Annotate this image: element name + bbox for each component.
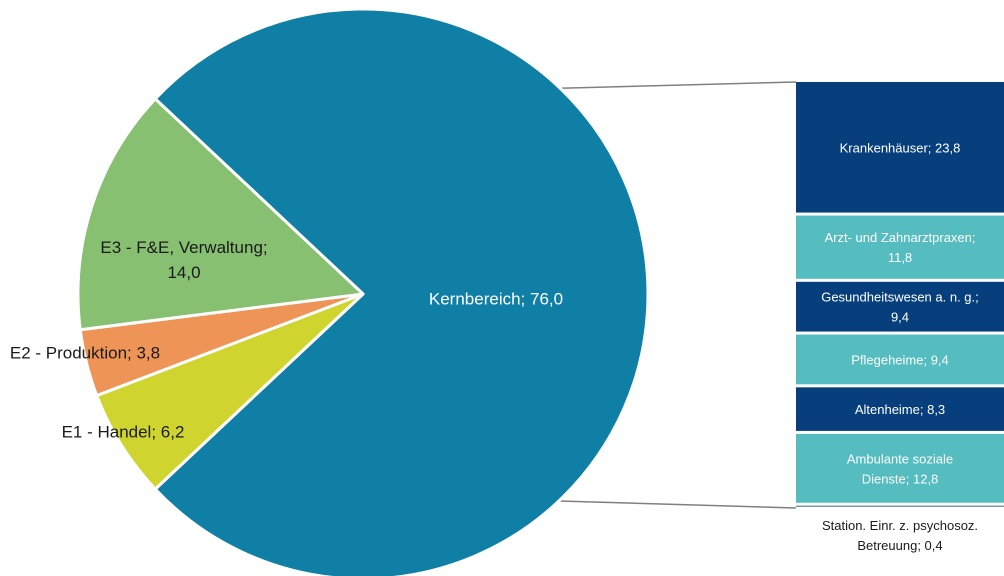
pie-labels: Kernbereich; 76,0 E1 - Handel; 6,2 E2 - Pr… (10, 238, 563, 441)
bar-label-line: 9,4 (891, 310, 909, 325)
pie-label-kernbereich-76-0: Kernbereich; 76,0 (429, 289, 563, 308)
bar-label-line: Arzt- und Zahnarztpraxen; (824, 230, 975, 245)
bar-label-line: Altenheime; 8,3 (855, 402, 945, 417)
bar-segment-arzt-und-zahnarztpraxen (796, 215, 1004, 279)
bar-label-line: 11,8 (888, 250, 912, 265)
pie-slice-kernbereich-76-0 (153, 7, 650, 576)
breakdown-labels: Krankenhäuser; 23,8 Arzt- und Zahnarztpra… (821, 140, 979, 553)
bar-segment-gesundheitswesen-a-n-g (796, 281, 1004, 332)
bar-label-station-einr-z-psychosoz: Station. Einr. z. psychosoz. Betreuung; 0… (822, 518, 978, 553)
pie-label-line: E3 - F&E, Verwaltung; (100, 238, 267, 257)
bar-label-ambulante-soziale: Ambulante soziale Dienste; 12,8 (847, 451, 953, 486)
bar-label-arzt-und-zahnarztpraxen: Arzt- und Zahnarztpraxen; 11,8 (824, 230, 975, 265)
bar-label-line: Gesundheitswesen a. n. g.; (821, 290, 979, 305)
bar-label-line: Betreuung; 0,4 (857, 538, 942, 553)
pie-label-e3-f-e-verwaltung: E3 - F&E, Verwaltung; 14,0 (100, 238, 267, 282)
bar-segment-altenheime-8-3 (796, 387, 1004, 431)
bar-label-line: Pflegeheime; 9,4 (851, 352, 949, 367)
pie-label-e1-handel-6-2: E1 - Handel; 6,2 (62, 422, 185, 441)
bar-segment-station-einr-z-psychosoz (796, 505, 1004, 507)
bar-label-line: Krankenhäuser; 23,8 (840, 140, 961, 155)
bar-label-altenheime-8-3: Altenheime; 8,3 (855, 402, 945, 417)
breakdown-bar (796, 82, 1004, 507)
pie (76, 7, 650, 576)
bar-label-gesundheitswesen-a-n-g: Gesundheitswesen a. n. g.; 9,4 (821, 290, 979, 325)
bar-label-pflegeheime-9-4: Pflegeheime; 9,4 (851, 352, 949, 367)
bar-segment-krankenhäuser-23-8 (796, 82, 1004, 213)
bar-label-krankenhäuser-23-8: Krankenhäuser; 23,8 (840, 140, 961, 155)
bar-segment-pflegeheime-9-4 (796, 334, 1004, 385)
bar-label-line: Station. Einr. z. psychosoz. (822, 518, 978, 533)
bar-label-line: Ambulante soziale (847, 451, 953, 466)
bar-label-line: Dienste; 12,8 (862, 471, 939, 486)
pie-label-e2-produktion-3-8: E2 - Produktion; 3,8 (10, 343, 160, 362)
pie-slice-e3-f-e-verwaltung (76, 97, 365, 332)
bar-segment-ambulante-soziale (796, 433, 1004, 503)
pie-label-line: 14,0 (167, 263, 200, 282)
